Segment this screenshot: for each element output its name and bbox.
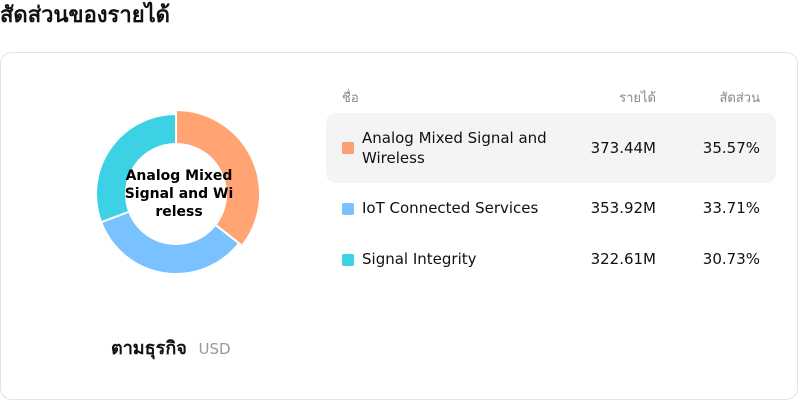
donut-slice[interactable] — [99, 210, 241, 275]
legend-swatch — [342, 203, 354, 215]
header-name: ชื่อ — [342, 91, 359, 106]
legend-share: 30.73% — [702, 250, 760, 268]
legend-swatch — [342, 142, 354, 154]
legend-revenue: 322.61M — [590, 250, 656, 268]
donut-chart[interactable]: Analog Mixed Signal and Wireless — [91, 109, 267, 285]
caption-currency: USD — [198, 340, 231, 358]
donut-center-label: Analog Mixed Signal and Wireless — [124, 168, 234, 220]
legend-row[interactable]: Analog Mixed Signal and Wireless 373.44M… — [326, 113, 776, 183]
donut-slice[interactable] — [95, 112, 177, 224]
legend-name: IoT Connected Services — [362, 199, 539, 217]
caption-by-business: ตามธุรกิจ — [111, 338, 187, 359]
legend-name: Signal Integrity — [362, 250, 477, 268]
legend-table: ชื่อ รายได้ สัดส่วน Analog Mixed Signal … — [326, 83, 776, 285]
legend-table-header: ชื่อ รายได้ สัดส่วน — [326, 83, 776, 113]
legend-share: 35.57% — [702, 139, 760, 157]
legend-revenue: 373.44M — [590, 139, 656, 157]
legend-row[interactable]: IoT Connected Services 353.92M 33.71% — [326, 183, 776, 234]
revenue-breakdown-card: Analog Mixed Signal and Wireless ตามธุรก… — [0, 52, 798, 400]
header-revenue: รายได้ — [619, 91, 656, 106]
header-share: สัดส่วน — [719, 91, 761, 106]
legend-row[interactable]: Signal Integrity 322.61M 30.73% — [326, 234, 776, 285]
legend-name: Analog Mixed Signal and Wireless — [362, 129, 547, 167]
page-title: สัดส่วนของรายได้ — [0, 3, 170, 28]
donut-slice[interactable] — [175, 109, 261, 248]
legend-swatch — [342, 254, 354, 266]
chart-caption: ตามธุรกิจ USD — [111, 337, 231, 361]
legend-revenue: 353.92M — [590, 199, 656, 217]
legend-share: 33.71% — [702, 199, 760, 217]
donut-svg[interactable] — [91, 109, 267, 285]
